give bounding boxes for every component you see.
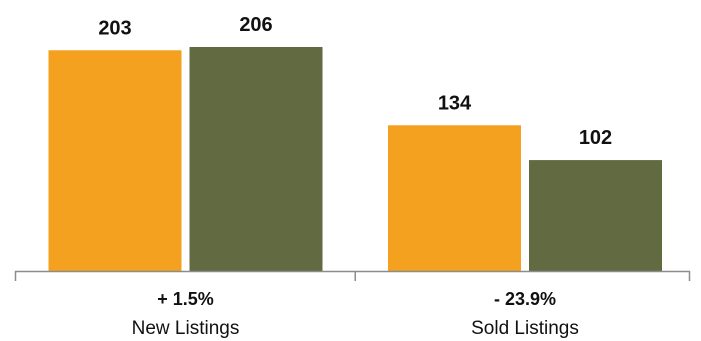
- bar-series2-new-listings: [189, 47, 323, 271]
- category-label: New Listings: [132, 318, 240, 339]
- x-axis: [14, 270, 691, 281]
- change-label: - 23.9%: [494, 289, 556, 309]
- data-label: 134: [438, 92, 472, 114]
- data-label: 203: [98, 17, 131, 39]
- data-label: 206: [239, 14, 272, 36]
- change-label: + 1.5%: [157, 289, 214, 309]
- labels-layer: 203 206 + 1.5% New Listings 134 102 - 23.9% Sol…: [98, 14, 612, 339]
- bar-series1-new-listings: [48, 50, 182, 272]
- data-label: 102: [579, 127, 612, 149]
- category-label: Sold Listings: [471, 318, 579, 339]
- bars-layer: [48, 47, 662, 272]
- bar-series2-sold-listings: [529, 160, 662, 271]
- bar-series1-sold-listings: [388, 125, 521, 271]
